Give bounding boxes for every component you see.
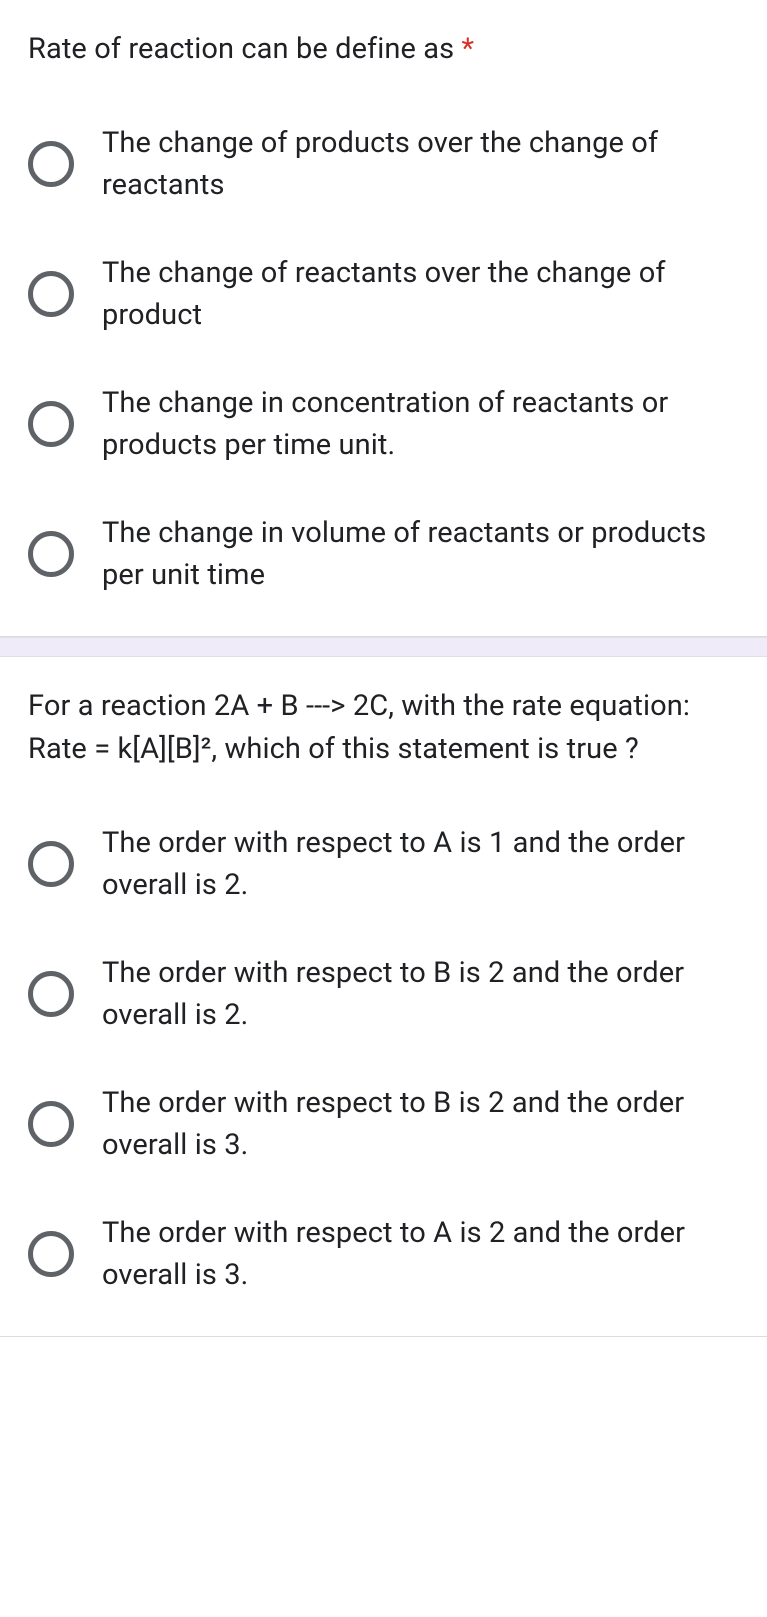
radio-icon	[28, 531, 74, 577]
option-label: The change of reactants over the change …	[102, 252, 739, 336]
option-label: The order with respect to A is 1 and the…	[102, 822, 739, 906]
option-label: The order with respect to B is 2 and the…	[102, 1082, 739, 1166]
option-label: The change of products over the change o…	[102, 122, 739, 206]
radio-icon	[28, 401, 74, 447]
question-text: For a reaction 2A + B ---> 2C, with the …	[28, 685, 739, 772]
option-4[interactable]: The change in volume of reactants or pro…	[28, 512, 739, 596]
option-2[interactable]: The order with respect to B is 2 and the…	[28, 952, 739, 1036]
question-card-1: Rate of reaction can be define as * The …	[0, 0, 767, 637]
option-2[interactable]: The change of reactants over the change …	[28, 252, 739, 336]
radio-icon	[28, 1231, 74, 1277]
option-3[interactable]: The change in concentration of reactants…	[28, 382, 739, 466]
option-3[interactable]: The order with respect to B is 2 and the…	[28, 1082, 739, 1166]
radio-icon	[28, 971, 74, 1017]
option-label: The order with respect to B is 2 and the…	[102, 952, 739, 1036]
options-group-2: The order with respect to A is 1 and the…	[28, 822, 739, 1296]
option-label: The change in concentration of reactants…	[102, 382, 739, 466]
radio-icon	[28, 841, 74, 887]
question-card-2: For a reaction 2A + B ---> 2C, with the …	[0, 657, 767, 1337]
question-text: Rate of reaction can be define as *	[28, 28, 739, 72]
question-label: For a reaction 2A + B ---> 2C, with the …	[28, 689, 690, 767]
radio-icon	[28, 141, 74, 187]
option-label: The order with respect to A is 2 and the…	[102, 1212, 739, 1296]
question-label: Rate of reaction can be define as	[28, 32, 462, 66]
options-group-1: The change of products over the change o…	[28, 122, 739, 596]
required-marker: *	[462, 32, 475, 66]
option-label: The change in volume of reactants or pro…	[102, 512, 739, 596]
option-1[interactable]: The order with respect to A is 1 and the…	[28, 822, 739, 906]
option-1[interactable]: The change of products over the change o…	[28, 122, 739, 206]
card-divider	[0, 637, 767, 657]
radio-icon	[28, 271, 74, 317]
option-4[interactable]: The order with respect to A is 2 and the…	[28, 1212, 739, 1296]
radio-icon	[28, 1101, 74, 1147]
